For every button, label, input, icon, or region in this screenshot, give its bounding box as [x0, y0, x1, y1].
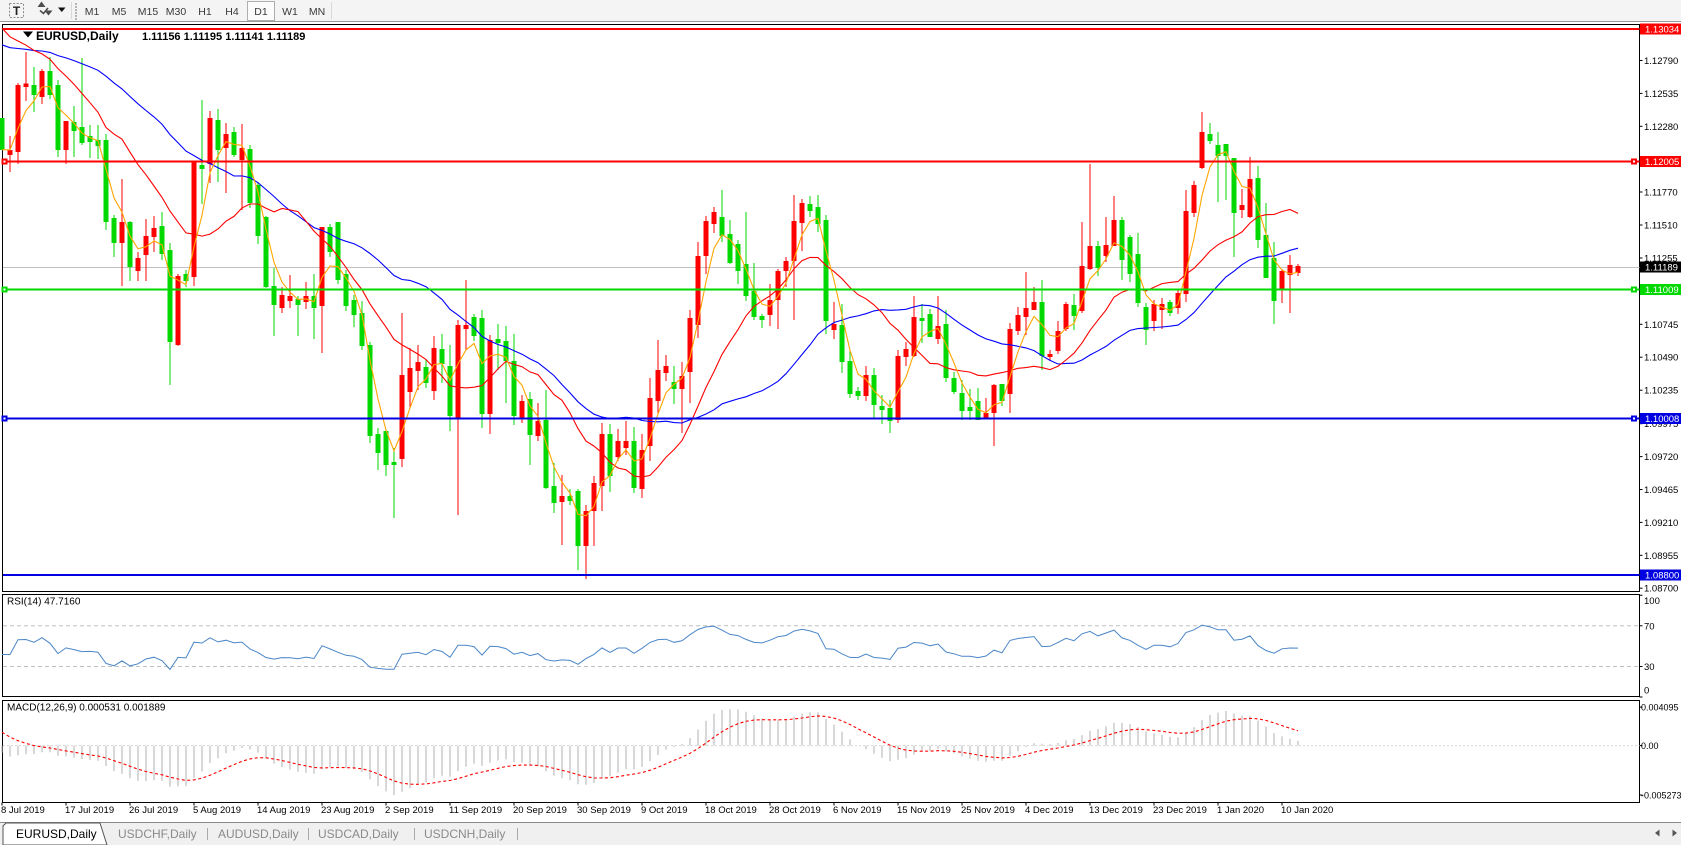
- svg-text:0: 0: [1644, 685, 1649, 696]
- svg-text:USDCHF,Daily: USDCHF,Daily: [118, 827, 197, 841]
- svg-text:1.11156 1.11195 1.11141 1.1118: 1.11156 1.11195 1.11141 1.11189: [142, 31, 305, 43]
- svg-text:1.11189: 1.11189: [1645, 263, 1678, 274]
- svg-text:RSI(14) 47.7160: RSI(14) 47.7160: [7, 597, 81, 608]
- svg-text:23 Aug 2019: 23 Aug 2019: [321, 805, 374, 816]
- svg-text:28 Oct 2019: 28 Oct 2019: [769, 805, 821, 816]
- svg-text:M5: M5: [112, 6, 127, 18]
- svg-text:USDCAD,Daily: USDCAD,Daily: [318, 827, 399, 841]
- svg-text:1.11009: 1.11009: [1645, 285, 1679, 296]
- svg-text:1.08700: 1.08700: [1644, 584, 1678, 595]
- svg-text:1.13034: 1.13034: [1645, 25, 1679, 36]
- svg-text:1.11255: 1.11255: [1644, 254, 1678, 265]
- svg-text:11 Sep 2019: 11 Sep 2019: [449, 805, 502, 816]
- svg-text:1.10490: 1.10490: [1644, 353, 1678, 364]
- svg-text:26 Jul 2019: 26 Jul 2019: [129, 805, 178, 816]
- svg-text:EURUSD,Daily: EURUSD,Daily: [36, 29, 119, 43]
- svg-text:H1: H1: [198, 6, 212, 18]
- svg-text:1.11510: 1.11510: [1644, 221, 1678, 232]
- svg-text:T: T: [13, 4, 21, 18]
- svg-text:0.00: 0.00: [1641, 741, 1659, 751]
- svg-text:4 Dec 2019: 4 Dec 2019: [1025, 805, 1074, 816]
- svg-text:1.11770: 1.11770: [1644, 188, 1678, 199]
- svg-text:5 Aug 2019: 5 Aug 2019: [193, 805, 241, 816]
- svg-text:9 Oct 2019: 9 Oct 2019: [641, 805, 687, 816]
- svg-text:18 Oct 2019: 18 Oct 2019: [705, 805, 757, 816]
- svg-text:1.12005: 1.12005: [1645, 157, 1679, 168]
- svg-text:0.004095: 0.004095: [1641, 703, 1679, 713]
- svg-text:70: 70: [1644, 622, 1655, 633]
- svg-text:1.10008: 1.10008: [1645, 414, 1679, 425]
- svg-text:EURUSD,Daily: EURUSD,Daily: [16, 827, 97, 841]
- svg-text:8 Jul 2019: 8 Jul 2019: [1, 805, 45, 816]
- svg-text:100: 100: [1644, 596, 1660, 607]
- svg-text:1.09975: 1.09975: [1644, 419, 1678, 430]
- svg-text:-0.005273: -0.005273: [1641, 791, 1681, 801]
- svg-text:W1: W1: [282, 6, 298, 18]
- svg-text:14 Aug 2019: 14 Aug 2019: [257, 805, 310, 816]
- svg-text:15 Nov 2019: 15 Nov 2019: [897, 805, 951, 816]
- svg-text:2 Sep 2019: 2 Sep 2019: [385, 805, 434, 816]
- svg-text:M15: M15: [138, 6, 159, 18]
- svg-text:1.12535: 1.12535: [1644, 89, 1678, 100]
- svg-text:1.09210: 1.09210: [1644, 518, 1678, 529]
- svg-text:1.10235: 1.10235: [1644, 386, 1678, 397]
- svg-text:1.08955: 1.08955: [1644, 551, 1678, 562]
- svg-text:MN: MN: [309, 6, 325, 18]
- svg-text:6 Nov 2019: 6 Nov 2019: [833, 805, 882, 816]
- svg-text:25 Nov 2019: 25 Nov 2019: [961, 805, 1015, 816]
- svg-text:H4: H4: [225, 6, 239, 18]
- svg-text:1.12280: 1.12280: [1644, 122, 1678, 133]
- svg-text:23 Dec 2019: 23 Dec 2019: [1153, 805, 1207, 816]
- svg-text:10 Jan 2020: 10 Jan 2020: [1281, 805, 1333, 816]
- svg-text:M30: M30: [166, 6, 187, 18]
- svg-text:1.09720: 1.09720: [1644, 452, 1678, 463]
- svg-text:1.10745: 1.10745: [1644, 320, 1678, 331]
- svg-text:1.08800: 1.08800: [1645, 571, 1679, 582]
- svg-text:D1: D1: [254, 6, 268, 18]
- svg-text:USDCNH,Daily: USDCNH,Daily: [424, 827, 505, 841]
- svg-text:1 Jan 2020: 1 Jan 2020: [1217, 805, 1264, 816]
- svg-text:30 Sep 2019: 30 Sep 2019: [577, 805, 631, 816]
- svg-text:M1: M1: [85, 6, 100, 18]
- svg-text:30: 30: [1644, 662, 1655, 673]
- svg-text:13 Dec 2019: 13 Dec 2019: [1089, 805, 1143, 816]
- svg-text:MACD(12,26,9) 0.000531 0.00188: MACD(12,26,9) 0.000531 0.001889: [7, 703, 166, 714]
- svg-text:17 Jul 2019: 17 Jul 2019: [65, 805, 114, 816]
- svg-text:20 Sep 2019: 20 Sep 2019: [513, 805, 567, 816]
- svg-text:1.09465: 1.09465: [1644, 485, 1678, 496]
- svg-text:AUDUSD,Daily: AUDUSD,Daily: [218, 827, 299, 841]
- svg-text:1.12790: 1.12790: [1644, 56, 1678, 67]
